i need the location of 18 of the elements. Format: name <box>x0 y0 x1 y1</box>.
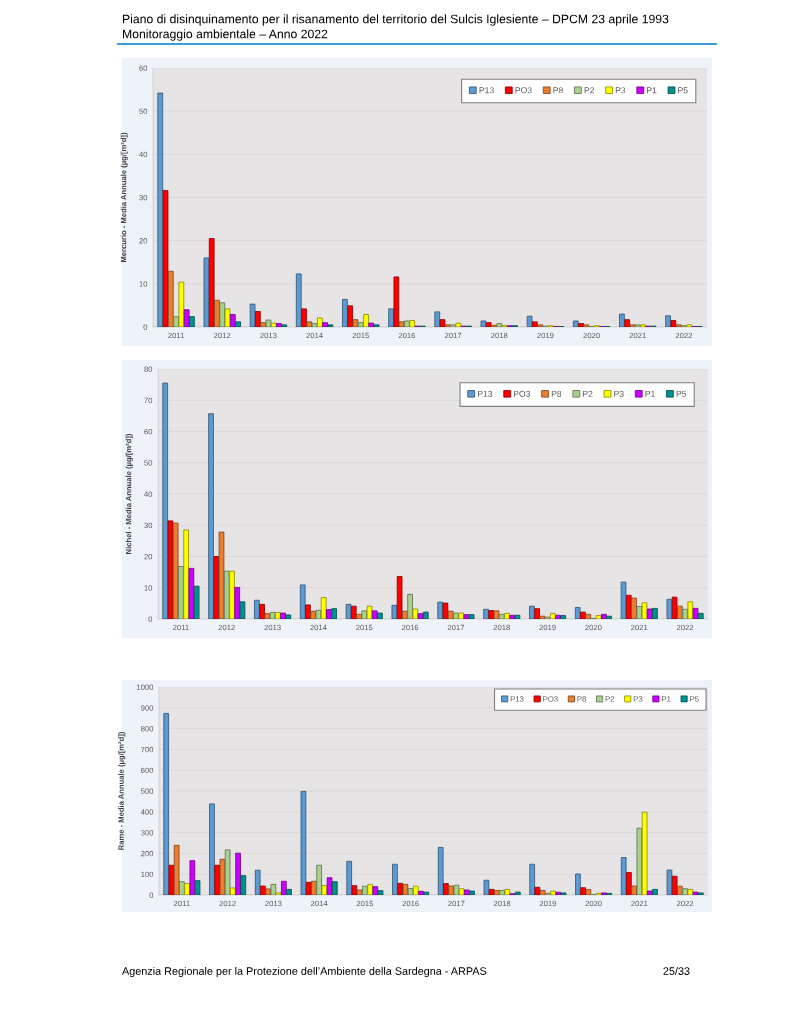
legend-label: P5 <box>676 390 687 397</box>
legend-label: P3 <box>614 390 624 397</box>
legend-label: P2 <box>584 87 595 94</box>
legend-label: P13 <box>477 390 493 397</box>
legend-label: P13 <box>479 87 494 94</box>
chart-subtitle: Monitoraggio ambientale – Anno 2022 <box>123 29 328 41</box>
legend-label: P3 <box>615 87 626 94</box>
text: 25/33 <box>663 966 690 975</box>
legend-label: PO3 <box>513 390 531 397</box>
text: Agenzia Regionale per la Protezione dell’Ambiente della Sardegna - ARPAS <box>122 966 487 978</box>
legend-label: P2 <box>583 390 593 397</box>
legend-label: P8 <box>553 87 563 94</box>
chart-title: Piano di disinquinamento per il risanamento del territorio del Sulcis Iglesiente – DPCM 23 aprile 1993 <box>123 14 669 26</box>
legend-label: P1 <box>647 87 657 94</box>
legend-label: P5 <box>678 87 688 94</box>
legend-label: P1 <box>645 390 655 397</box>
legend-label: P8 <box>551 390 562 397</box>
legend-label: PO3 <box>515 87 532 94</box>
